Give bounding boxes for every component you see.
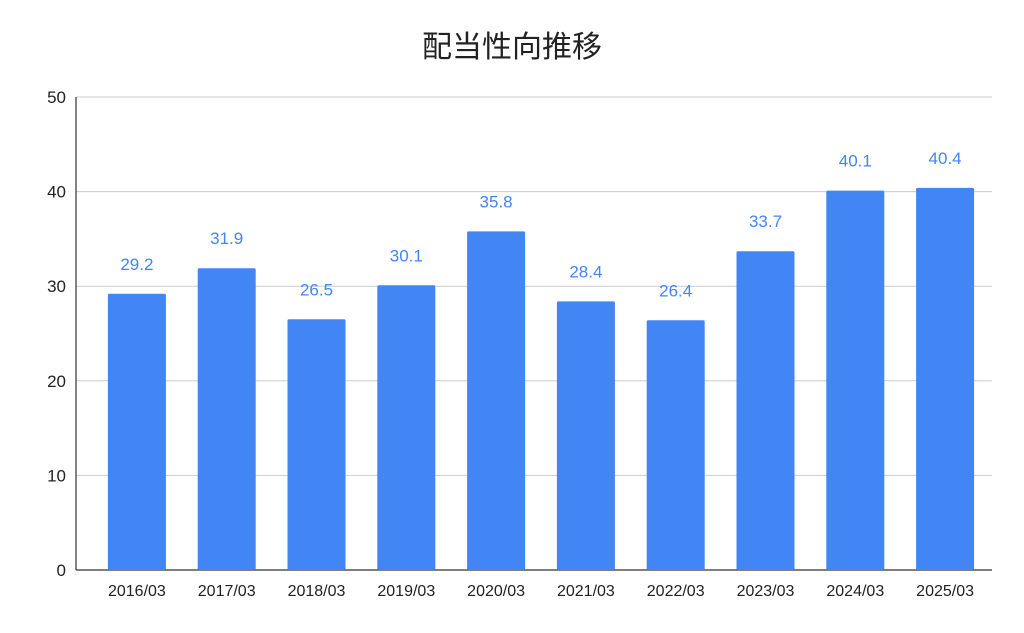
y-tick-label: 0 bbox=[57, 561, 66, 580]
bar bbox=[287, 319, 346, 570]
bar bbox=[377, 285, 436, 570]
x-tick-label: 2020/03 bbox=[467, 583, 525, 600]
bar bbox=[556, 301, 615, 570]
data-label: 31.9 bbox=[210, 229, 243, 248]
y-tick-label: 40 bbox=[47, 183, 66, 202]
bar bbox=[107, 293, 166, 570]
data-label: 35.8 bbox=[480, 192, 513, 211]
y-tick-label: 50 bbox=[47, 88, 66, 107]
y-tick-label: 20 bbox=[47, 372, 66, 391]
y-tick-label: 10 bbox=[47, 466, 66, 485]
x-tick-label: 2017/03 bbox=[198, 583, 256, 600]
data-label: 33.7 bbox=[749, 212, 782, 231]
x-tick-label: 2024/03 bbox=[826, 583, 884, 600]
x-tick-label: 2022/03 bbox=[647, 583, 705, 600]
bar bbox=[826, 190, 885, 571]
x-tick-label: 2016/03 bbox=[108, 583, 166, 600]
data-label: 28.4 bbox=[569, 262, 602, 281]
x-tick-label: 2019/03 bbox=[377, 583, 435, 600]
bar bbox=[736, 251, 795, 570]
bar bbox=[916, 187, 975, 571]
data-label: 40.4 bbox=[929, 149, 962, 168]
chart-title: 配当性向推移 bbox=[422, 30, 602, 65]
data-label: 30.1 bbox=[390, 246, 423, 265]
data-label: 26.4 bbox=[659, 281, 692, 300]
y-tick-label: 30 bbox=[47, 277, 66, 296]
x-tick-label: 2018/03 bbox=[288, 583, 346, 600]
bar bbox=[646, 320, 705, 570]
x-tick-label: 2023/03 bbox=[737, 583, 795, 600]
x-tick-label: 2025/03 bbox=[916, 583, 974, 600]
data-label: 26.5 bbox=[300, 280, 333, 299]
data-label: 40.1 bbox=[839, 152, 872, 171]
x-tick-label: 2021/03 bbox=[557, 583, 615, 600]
bar bbox=[197, 268, 256, 570]
bar bbox=[467, 231, 526, 570]
data-label: 29.2 bbox=[120, 255, 153, 274]
